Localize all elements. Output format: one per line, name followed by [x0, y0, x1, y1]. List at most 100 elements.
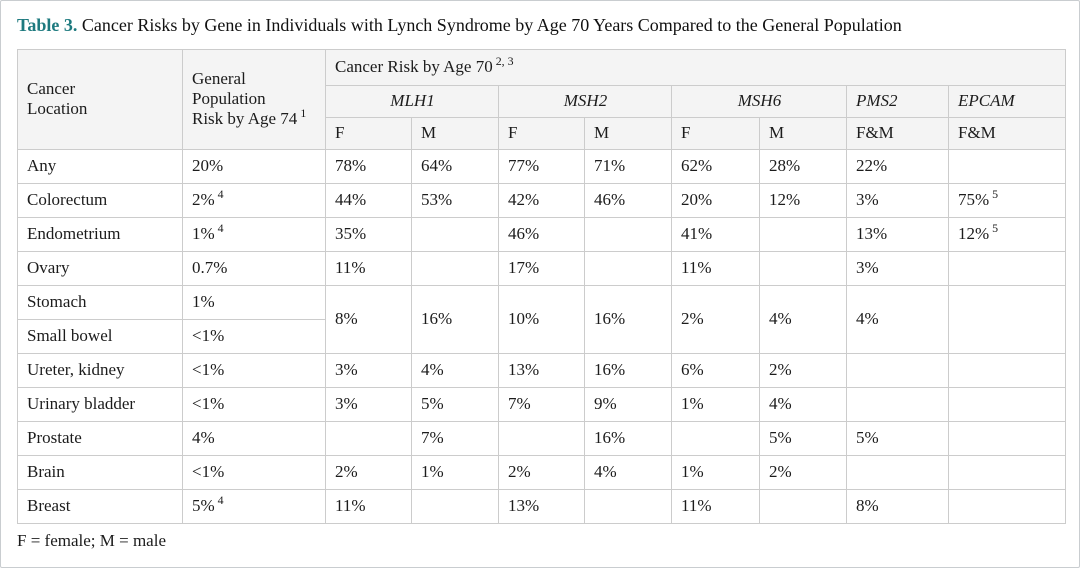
table-row: Ureter, kidney <1% 3% 4% 13% 16% 6% 2% [17, 352, 1067, 388]
risk-cell: 22% [846, 148, 949, 184]
cancer-location-cell: Ovary [17, 250, 183, 286]
risk-cell: 3% [846, 182, 949, 218]
header-epcam-fm: F&M [947, 116, 1067, 150]
risk-cell [947, 420, 1067, 456]
risk-cell [947, 148, 1067, 184]
risk-cell [411, 216, 499, 252]
risk-cell: 35% [325, 216, 412, 252]
header-pms2-fm: F&M [846, 116, 949, 150]
footnote-marker-1: 1 [300, 106, 307, 121]
header-msh2-m: M [584, 116, 672, 150]
risk-cell: 8% [846, 488, 949, 524]
header-row-top: Cancer Location General Population Risk … [17, 48, 1067, 150]
risk-cell: 5% [846, 420, 949, 456]
general-population-cell: 0.7% [182, 250, 326, 286]
cancer-risk-table: Cancer Location General Population Risk … [17, 48, 1067, 524]
risk-cell [584, 250, 672, 286]
risk-cell [498, 420, 585, 456]
risk-cell: 4% [411, 352, 499, 388]
risk-cell: 3% [325, 386, 412, 422]
risk-cell: 64% [411, 148, 499, 184]
table-header: Cancer Location General Population Risk … [17, 48, 1067, 150]
risk-cell: 9% [584, 386, 672, 422]
risk-cell: 13% [498, 488, 585, 524]
general-population-cell: 2% 4 [182, 182, 326, 218]
table-row: Colorectum 2% 4 44% 53% 42% 46% 20% 12% 3% 75% 5 [17, 182, 1067, 218]
risk-cell: 2% [325, 454, 412, 490]
footnote-marker-5: 5 [992, 187, 999, 202]
general-population-cell: 1% 4 [182, 216, 326, 252]
risk-cell: 16% [584, 352, 672, 388]
risk-cell: 16% [584, 284, 672, 354]
risk-cell: 3% [846, 250, 949, 286]
risk-cell: 1% [671, 454, 760, 490]
risk-cell: 4% [846, 284, 949, 354]
risk-cell: 13% [498, 352, 585, 388]
footnote-marker-4: 4 [217, 187, 224, 202]
risk-cell [947, 386, 1067, 422]
header-msh6-m: M [759, 116, 847, 150]
table-body: Any 20% 78% 64% 77% 71% 62% 28% 22% Colorectum 2% 4… [17, 148, 1067, 524]
table-title: Table 3. Cancer Risks by Gene in Individ… [1, 1, 1079, 49]
header-gene-msh6: MSH6 [671, 84, 847, 118]
header-cancer-location-label: Cancer Location [27, 79, 88, 119]
risk-cell: 28% [759, 148, 847, 184]
risk-cell [759, 250, 847, 286]
risk-cell [947, 488, 1067, 524]
general-population-cell: 4% [182, 420, 326, 456]
risk-cell: 6% [671, 352, 760, 388]
header-general-population: General Population Risk by Age 74 1 [182, 48, 326, 150]
risk-cell [411, 488, 499, 524]
header-mlh1-m: M [411, 116, 499, 150]
header-mlh1-f: F [325, 116, 412, 150]
cancer-location-cell: Any [17, 148, 183, 184]
risk-cell: 77% [498, 148, 585, 184]
risk-cell: 3% [325, 352, 412, 388]
cancer-location-cell: Prostate [17, 420, 183, 456]
cancer-location-cell: Colorectum [17, 182, 183, 218]
table-row: Small bowel <1% [17, 318, 1066, 354]
table-row: Ovary 0.7% 11% 17% 11% 3% [17, 250, 1067, 286]
cancer-location-cell: Ureter, kidney [17, 352, 183, 388]
header-msh2-f: F [498, 116, 585, 150]
risk-cell [947, 284, 1067, 354]
table-footnote: F = female; M = male [17, 530, 166, 550]
risk-cell: 41% [671, 216, 760, 252]
risk-cell: 1% [671, 386, 760, 422]
cancer-location-cell: Brain [17, 454, 183, 490]
footnote-marker-5: 5 [992, 221, 999, 236]
risk-cell: 4% [584, 454, 672, 490]
general-population-cell: <1% [182, 352, 326, 388]
risk-cell: 2% [759, 454, 847, 490]
risk-cell [759, 216, 847, 252]
general-population-cell: <1% [182, 386, 326, 422]
risk-cell: 7% [411, 420, 499, 456]
risk-cell [325, 420, 412, 456]
risk-cell: 53% [411, 182, 499, 218]
risk-cell: 11% [671, 488, 760, 524]
risk-cell: 5% [411, 386, 499, 422]
table-row: Breast 5% 4 11% 13% 11% 8% [17, 488, 1067, 524]
risk-cell [584, 216, 672, 252]
cancer-location-cell: Urinary bladder [17, 386, 183, 422]
cancer-location-cell: Stomach [17, 284, 183, 320]
risk-cell [671, 420, 760, 456]
general-population-cell: <1% [182, 318, 326, 354]
header-gene-epcam: EPCAM [947, 84, 1067, 118]
risk-cell [759, 488, 847, 524]
risk-cell: 20% [671, 182, 760, 218]
risk-cell: 71% [584, 148, 672, 184]
risk-cell: 12% [759, 182, 847, 218]
risk-cell [411, 250, 499, 286]
risk-cell: 8% [325, 284, 412, 354]
risk-cell: 1% [411, 454, 499, 490]
header-cancer-location: Cancer Location [17, 48, 183, 150]
table-row: Stomach 1% 8% 16% 10% 16% 2% 4% 4% [17, 284, 1067, 354]
risk-cell [846, 454, 949, 490]
risk-cell [846, 386, 949, 422]
header-cancer-risk: Cancer Risk by Age 70 2, 3 [324, 48, 1067, 86]
header-cancer-risk-label: Cancer Risk by Age 70 [335, 57, 493, 77]
risk-cell: 75% 5 [947, 182, 1067, 218]
header-gene-msh2: MSH2 [498, 84, 672, 118]
risk-cell: 42% [498, 182, 585, 218]
